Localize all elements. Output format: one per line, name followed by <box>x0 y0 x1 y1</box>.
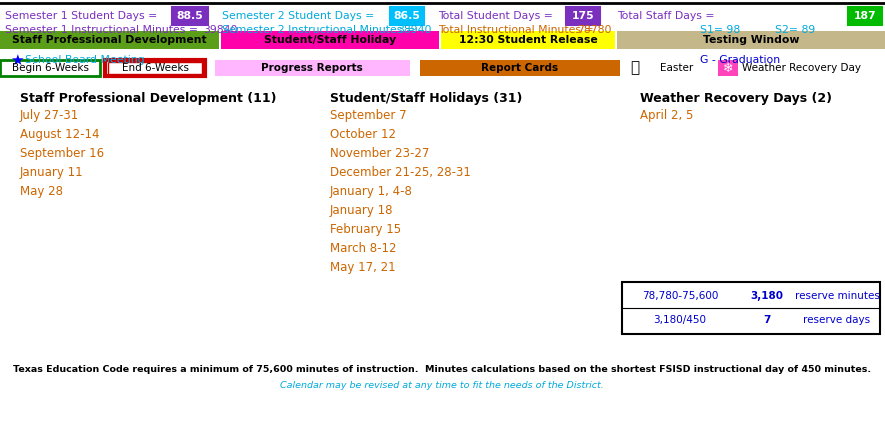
FancyBboxPatch shape <box>390 7 424 25</box>
FancyBboxPatch shape <box>848 7 882 25</box>
FancyBboxPatch shape <box>221 31 439 49</box>
Text: Semester 1 Instructional Minutes =: Semester 1 Instructional Minutes = <box>5 25 198 35</box>
Text: Report Cards: Report Cards <box>481 63 558 73</box>
Text: 7: 7 <box>763 315 771 325</box>
Text: September 7: September 7 <box>330 109 406 122</box>
Text: 39840: 39840 <box>203 25 237 35</box>
Text: Texas Education Code requires a minimum of 75,600 minutes of instruction.  Minut: Texas Education Code requires a minimum … <box>13 365 871 374</box>
Text: Testing Window: Testing Window <box>703 35 799 45</box>
Text: reserve days: reserve days <box>804 315 871 325</box>
Text: September 16: September 16 <box>20 147 104 160</box>
Text: 175: 175 <box>572 11 595 21</box>
Text: January 11: January 11 <box>20 166 83 179</box>
FancyBboxPatch shape <box>172 7 208 25</box>
Text: February 15: February 15 <box>330 223 401 236</box>
Text: 3,180: 3,180 <box>750 291 783 301</box>
Text: G - Graduation: G - Graduation <box>700 55 780 65</box>
Text: 78780: 78780 <box>577 25 612 35</box>
Text: Begin 6-Weeks: Begin 6-Weeks <box>12 63 88 73</box>
Text: Staff Professional Development (11): Staff Professional Development (11) <box>20 92 276 105</box>
Text: 38940: 38940 <box>397 25 432 35</box>
Text: reserve minutes: reserve minutes <box>795 291 880 301</box>
Text: May 28: May 28 <box>20 185 63 198</box>
Text: Weather Recovery Days (2): Weather Recovery Days (2) <box>640 92 832 105</box>
Text: July 27-31: July 27-31 <box>20 109 80 122</box>
Text: Total Instructional Minutes =: Total Instructional Minutes = <box>438 25 594 35</box>
Text: 3,180/450: 3,180/450 <box>653 315 706 325</box>
Text: ❄: ❄ <box>723 62 734 75</box>
Text: School Board Meeting: School Board Meeting <box>25 55 144 65</box>
Text: Weather Recovery Day: Weather Recovery Day <box>742 63 861 73</box>
FancyBboxPatch shape <box>0 60 100 76</box>
Text: 86.5: 86.5 <box>394 11 420 21</box>
Text: Semester 1 Student Days =: Semester 1 Student Days = <box>5 11 158 21</box>
Text: 187: 187 <box>854 11 876 21</box>
Text: August 12-14: August 12-14 <box>20 128 99 141</box>
Text: 🥚: 🥚 <box>630 60 640 76</box>
Text: S1= 98: S1= 98 <box>700 25 740 35</box>
Text: Total Staff Days =: Total Staff Days = <box>617 11 714 21</box>
FancyBboxPatch shape <box>441 31 615 49</box>
Text: December 21-25, 28-31: December 21-25, 28-31 <box>330 166 471 179</box>
FancyBboxPatch shape <box>622 282 880 334</box>
Text: Semester 2 Student Days =: Semester 2 Student Days = <box>222 11 374 21</box>
Text: S2= 89: S2= 89 <box>775 25 815 35</box>
Text: Staff Professional Development: Staff Professional Development <box>12 35 207 45</box>
Text: Semester 2 Instructional Minutes =: Semester 2 Instructional Minutes = <box>222 25 415 35</box>
FancyBboxPatch shape <box>420 60 620 76</box>
Text: 88.5: 88.5 <box>177 11 204 21</box>
Text: April 2, 5: April 2, 5 <box>640 109 693 122</box>
FancyBboxPatch shape <box>566 7 600 25</box>
Text: End 6-Weeks: End 6-Weeks <box>121 63 189 73</box>
Text: January 1, 4-8: January 1, 4-8 <box>330 185 413 198</box>
Text: May 17, 21: May 17, 21 <box>330 261 396 274</box>
Text: October 12: October 12 <box>330 128 396 141</box>
FancyBboxPatch shape <box>215 60 410 76</box>
Text: Student/Staff Holiday: Student/Staff Holiday <box>264 35 396 45</box>
Text: Progress Reports: Progress Reports <box>261 63 363 73</box>
Text: Total Student Days =: Total Student Days = <box>438 11 553 21</box>
Text: November 23-27: November 23-27 <box>330 147 429 160</box>
FancyBboxPatch shape <box>0 31 219 49</box>
Text: March 8-12: March 8-12 <box>330 242 396 255</box>
FancyBboxPatch shape <box>718 60 738 76</box>
Text: ★: ★ <box>10 52 24 68</box>
Text: Student/Staff Holidays (31): Student/Staff Holidays (31) <box>330 92 522 105</box>
FancyBboxPatch shape <box>108 62 202 74</box>
Text: 78,780-75,600: 78,780-75,600 <box>642 291 719 301</box>
FancyBboxPatch shape <box>105 60 205 76</box>
Text: Easter: Easter <box>660 63 693 73</box>
Text: 12:30 Student Release: 12:30 Student Release <box>458 35 597 45</box>
FancyBboxPatch shape <box>617 31 885 49</box>
Text: Calendar may be revised at any time to fit the needs of the District.: Calendar may be revised at any time to f… <box>281 381 604 390</box>
Text: January 18: January 18 <box>330 204 394 217</box>
